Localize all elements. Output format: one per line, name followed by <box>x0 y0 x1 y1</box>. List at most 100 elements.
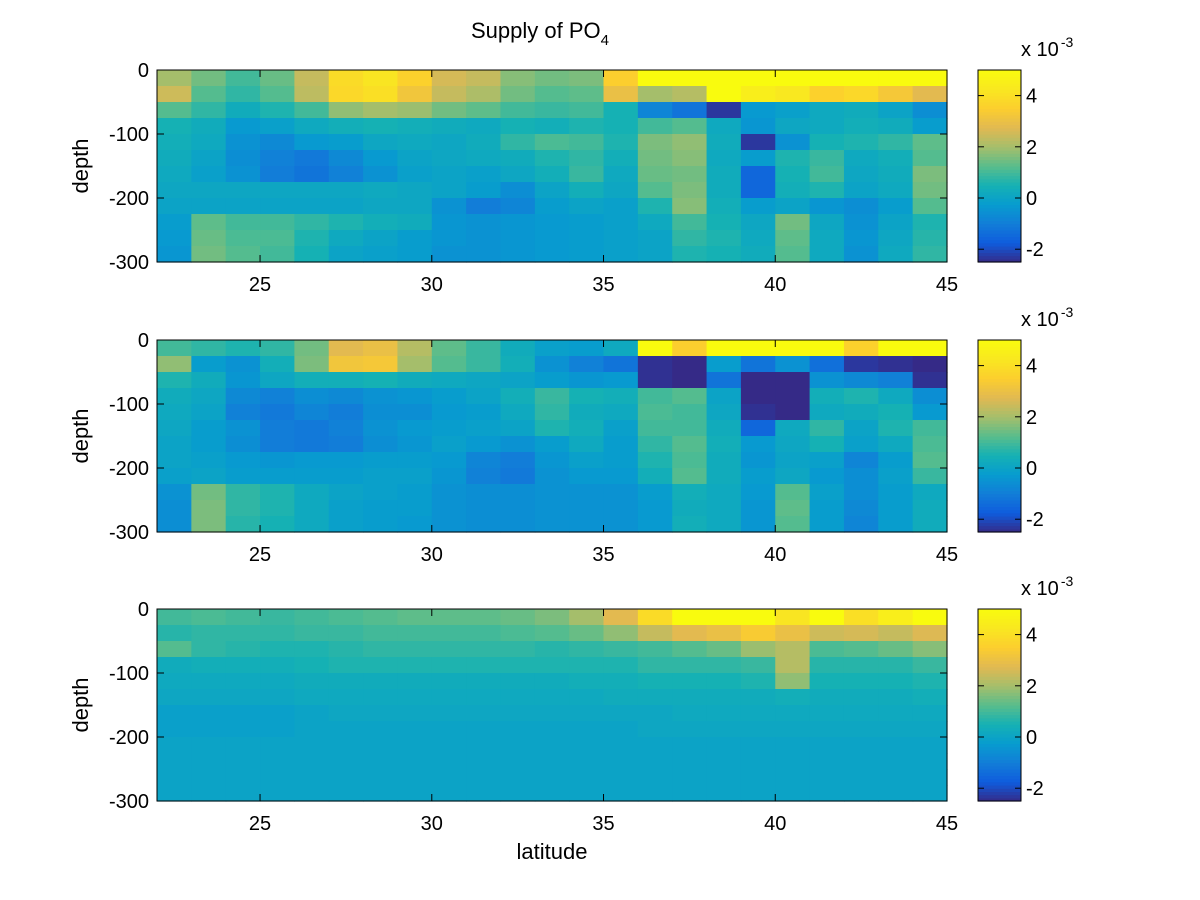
heatmap-cell <box>328 484 364 501</box>
heatmap-cell <box>191 516 227 533</box>
heatmap-cell <box>225 230 261 247</box>
heatmap-cell <box>328 214 364 231</box>
heatmap-cell <box>775 625 811 642</box>
x-tick-label: 40 <box>764 813 786 835</box>
heatmap-cell <box>466 102 502 119</box>
heatmap-cell <box>706 468 742 485</box>
heatmap-cell <box>466 689 502 706</box>
heatmap-cell <box>328 468 364 485</box>
colorbar-segment <box>978 609 1021 613</box>
heatmap-cell <box>569 468 605 485</box>
heatmap-cell <box>191 150 227 167</box>
colorbar-segment <box>978 92 1021 97</box>
colorbar-segment <box>978 416 1021 421</box>
heatmap-cell <box>637 436 673 453</box>
heatmap-cell <box>706 356 742 373</box>
colorbar-segment <box>978 794 1021 799</box>
colorbar-segment <box>978 493 1021 498</box>
heatmap-cell <box>534 689 570 706</box>
heatmap-cell <box>569 166 605 183</box>
heatmap-cell <box>809 689 845 706</box>
heatmap-cell <box>260 356 295 373</box>
heatmap-cell <box>672 102 708 119</box>
heatmap-cell <box>912 372 948 389</box>
heatmap-cell <box>878 198 914 215</box>
colorbar-segment <box>978 477 1021 482</box>
colorbar-segment <box>978 249 1021 253</box>
heatmap-cell <box>912 673 948 690</box>
heatmap-cell <box>191 340 227 357</box>
heatmap-cell <box>294 86 330 103</box>
heatmap-cell <box>397 785 433 802</box>
colorbar-segment <box>978 522 1021 527</box>
heatmap-cell <box>637 166 673 183</box>
heatmap-cell <box>672 673 708 690</box>
heatmap-cell <box>809 118 845 135</box>
heatmap-cell <box>225 70 261 87</box>
heatmap-cell <box>740 436 776 453</box>
colorbar-segment <box>978 226 1021 231</box>
heatmap-cell <box>191 737 227 754</box>
heatmap-cell <box>843 214 879 231</box>
heatmap-cell <box>843 785 879 802</box>
panel-middle: 25 30 35 40 45 0 -100 -200 -300 depth 4 2 0 -2 x 10 -3 <box>68 304 1073 566</box>
heatmap-cell <box>740 102 776 119</box>
heatmap-cell <box>466 388 502 405</box>
heatmap-cell <box>466 484 502 501</box>
heatmap-cell <box>294 689 330 706</box>
heatmap-cell <box>569 641 605 658</box>
heatmap-cell <box>225 705 261 722</box>
heatmap-cell <box>260 134 295 151</box>
colorbar-segment <box>978 124 1021 129</box>
heatmap-cell <box>637 198 673 215</box>
heatmap-cell <box>706 705 742 722</box>
heatmap-cell <box>157 721 192 738</box>
heatmap-cell <box>225 753 261 770</box>
colorbar-segment <box>978 204 1021 209</box>
heatmap-cell <box>466 340 502 357</box>
heatmap-cell <box>225 340 261 357</box>
heatmap-cell <box>225 420 261 437</box>
heatmap-cell <box>809 484 845 501</box>
colorbar-segment <box>978 698 1021 703</box>
heatmap-cell <box>157 436 192 453</box>
colorbar-exponent-label: x 10 -3 <box>1021 304 1073 331</box>
heatmap-cell <box>294 500 330 517</box>
heatmap-cell <box>672 86 708 103</box>
heatmap-cell <box>637 134 673 151</box>
heatmap-cell <box>569 340 605 357</box>
heatmap-cell <box>225 769 261 786</box>
heatmap-cell <box>363 118 399 135</box>
heatmap-cell <box>878 436 914 453</box>
heatmap-cell <box>637 721 673 738</box>
colorbar-tick-label: 0 <box>1026 188 1037 210</box>
colorbar-segment <box>978 756 1021 760</box>
x-tick-label: 25 <box>249 813 271 835</box>
heatmap-cell <box>294 484 330 501</box>
heatmap-cell <box>603 452 639 469</box>
heatmap-cell <box>878 452 914 469</box>
heatmap-cell <box>637 356 673 373</box>
colorbar-segment <box>978 191 1021 196</box>
heatmap-cell <box>328 753 364 770</box>
heatmap-cell <box>775 641 811 658</box>
heatmap-cell <box>397 484 433 501</box>
heatmap-cell <box>843 452 879 469</box>
heatmap-cell <box>500 134 536 151</box>
heatmap-cell <box>878 70 914 87</box>
heatmap-cell <box>672 340 708 357</box>
heatmap-cell <box>534 102 570 119</box>
heatmap-cell <box>328 689 364 706</box>
heatmap-cell <box>878 657 914 674</box>
heatmap-cell <box>397 340 433 357</box>
heatmap-cell <box>843 484 879 501</box>
colorbar-segment <box>978 252 1021 257</box>
heatmap-cell <box>466 468 502 485</box>
heatmap-cell <box>809 516 845 533</box>
heatmap-cell <box>500 372 536 389</box>
colorbar-segment <box>978 368 1021 373</box>
heatmap-cell <box>431 118 467 135</box>
heatmap-cell <box>603 182 639 199</box>
heatmap-cell <box>569 625 605 642</box>
heatmap-cell <box>843 753 879 770</box>
